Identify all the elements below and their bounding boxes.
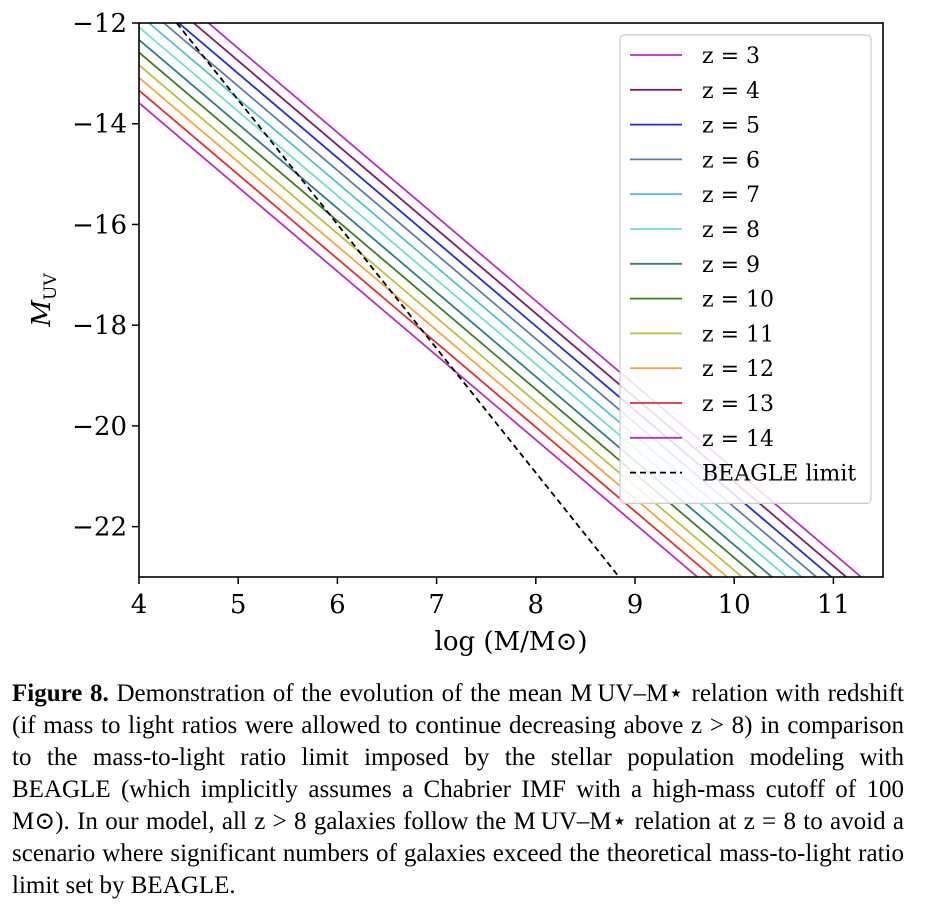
y-tick-label: −16 — [72, 210, 127, 240]
legend-entry: z = 6 — [702, 148, 760, 173]
x-tick-label: 5 — [230, 590, 247, 620]
x-tick-label: 8 — [528, 590, 545, 620]
figure-caption: Figure 8. Demonstration of the evolution… — [12, 678, 904, 902]
legend-entry: z = 3 — [702, 44, 760, 69]
y-tick-label: −12 — [72, 9, 127, 39]
series-layer — [139, 23, 862, 577]
x-axis-label: log (M/M⊙) — [435, 627, 588, 657]
y-axis-label-sub: UV — [41, 273, 61, 300]
legend-entry: z = 7 — [702, 183, 760, 208]
x-tick-label: 9 — [627, 590, 644, 620]
series-line-11 — [139, 101, 699, 577]
y-tick-label: −14 — [72, 110, 127, 140]
x-tick-label: 4 — [131, 590, 148, 620]
legend: z = 3 z = 4 z = 5 z = 6 z = 7 z = 8 z = 9 z = 1… — [619, 34, 872, 504]
series-line-9 — [139, 76, 728, 577]
y-axis-label: MUV — [27, 273, 61, 328]
x-axis: 4 5 6 7 8 9 10 11 — [131, 577, 850, 620]
legend-entry: z = 5 — [702, 114, 760, 139]
legend-entry: z = 8 — [702, 218, 760, 243]
caption-text: Demonstration of the evolution of the me… — [12, 680, 905, 899]
legend-entry: z = 10 — [702, 288, 774, 313]
series-line-12 — [175, 23, 620, 577]
legend-entry: z = 12 — [702, 357, 774, 382]
legend-entry: z = 4 — [702, 79, 760, 104]
caption-label: Figure 8. — [12, 680, 109, 707]
legend-entry: z = 13 — [702, 392, 774, 417]
legend-entry: z = 9 — [702, 253, 760, 278]
x-tick-label: 10 — [718, 590, 751, 620]
chart: 4 5 6 7 8 9 10 11 −12 −14 −16 −18 −20 −22 log (M/M⊙)… — [27, 9, 884, 657]
y-tick-label: −18 — [72, 311, 127, 341]
x-tick-label: 6 — [329, 590, 346, 620]
legend-box — [619, 34, 872, 504]
x-tick-label: 11 — [817, 590, 850, 620]
y-axis: −12 −14 −16 −18 −20 −22 — [72, 9, 139, 543]
y-axis-label-main: M — [27, 299, 57, 328]
series-line-10 — [139, 89, 713, 577]
legend-entry: z = 11 — [702, 322, 774, 347]
x-tick-label: 7 — [428, 590, 445, 620]
y-tick-label: −20 — [72, 412, 127, 442]
legend-entry: z = 14 — [702, 427, 774, 452]
legend-entry: BEAGLE limit — [702, 462, 856, 487]
y-tick-label: −22 — [72, 513, 127, 543]
plot-frame — [138, 22, 884, 578]
